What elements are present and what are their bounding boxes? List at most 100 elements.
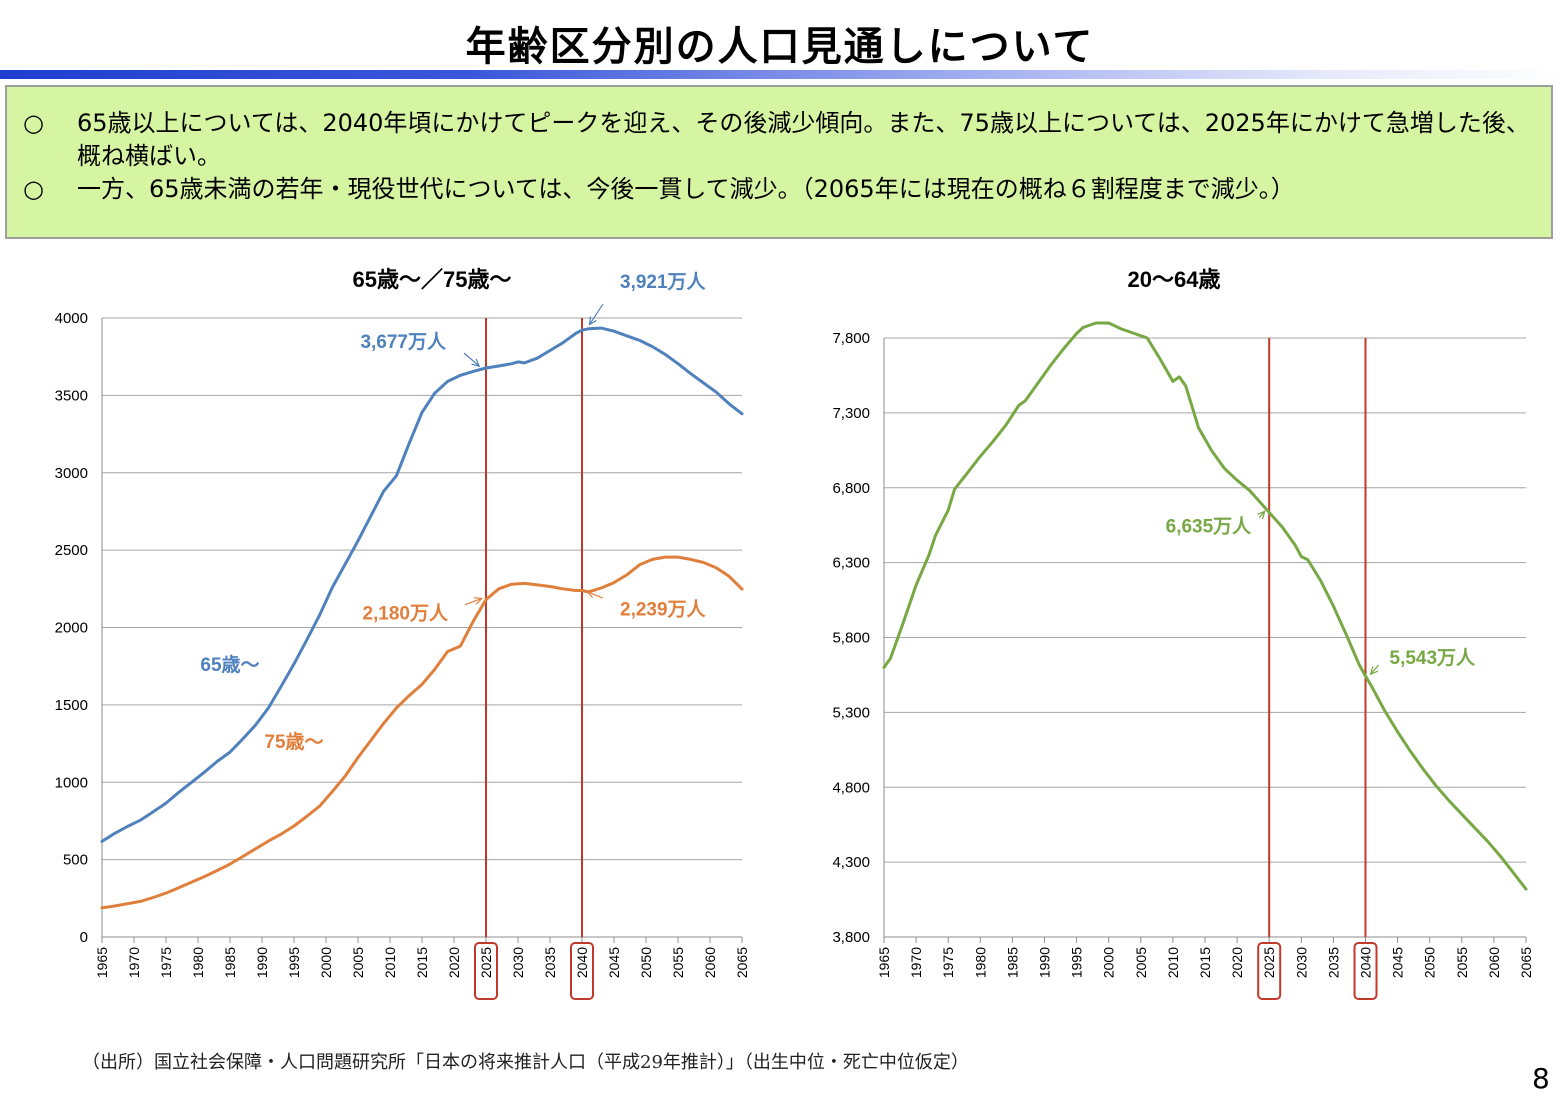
y-tick-label: 2000 <box>55 620 88 637</box>
x-tick-label: 2045 <box>1390 947 1406 978</box>
x-tick-label: 2065 <box>734 947 750 978</box>
y-tick-label: 500 <box>63 852 88 869</box>
summary-box: ○ 65歳以上については、2040年頃にかけてピークを迎え、その後減少傾向。また… <box>5 85 1553 239</box>
x-tick-label: 2065 <box>1518 947 1534 978</box>
y-tick-label: 1500 <box>55 697 88 714</box>
y-tick-label: 5,800 <box>832 630 870 647</box>
annotation-arrow <box>463 352 480 367</box>
annotation-arrowhead <box>585 590 596 599</box>
annotation-arrowhead <box>588 316 597 326</box>
annotation-label: 6,635万人 <box>1166 515 1253 537</box>
y-tick-label: 2500 <box>55 542 88 559</box>
x-tick-label: 2060 <box>1486 947 1502 978</box>
y-tick-label: 3000 <box>55 465 88 482</box>
page-number: 8 <box>1532 1062 1550 1095</box>
chart-elderly-population: 65歳～／75歳～ 0 500 1000 1500 2000 2500 3000 3500 400… <box>55 267 750 1000</box>
chart-title: 65歳～／75歳～ <box>353 267 512 292</box>
x-tick-label: 1990 <box>1037 947 1053 978</box>
x-tick-label: 2055 <box>670 947 686 978</box>
bullet-circle-icon: ○ <box>23 109 44 137</box>
x-tick-label: 2005 <box>350 947 366 978</box>
x-tick-label: 1970 <box>908 947 924 978</box>
x-tick-label: 2000 <box>318 947 334 978</box>
annotation-arrowhead <box>1369 666 1379 676</box>
x-tick-label: 2020 <box>446 947 462 978</box>
annotation-arrow <box>1370 664 1380 675</box>
x-tick-label: 1975 <box>940 947 956 978</box>
x-tick-label: 1980 <box>190 947 206 978</box>
y-tick-label: 3500 <box>55 387 88 404</box>
x-tick-label: 2045 <box>606 947 622 978</box>
annotation-arrow <box>587 591 604 599</box>
highlight-year-box <box>570 942 594 1000</box>
x-tick-label: 1985 <box>1004 947 1020 978</box>
y-tick-label: 6,300 <box>832 555 870 572</box>
annotation-label: 65歳～ <box>200 654 259 676</box>
x-tick-label: 1965 <box>94 947 110 978</box>
x-tick-label: 2020 <box>1229 947 1245 978</box>
x-tick-label: 1990 <box>254 947 270 978</box>
annotation-arrowhead <box>471 358 481 368</box>
x-tick-label: 1980 <box>972 947 988 978</box>
x-tick-label: 2010 <box>1165 947 1181 978</box>
x-tick-label: 1995 <box>1069 947 1085 978</box>
title-underline-bar <box>0 70 1560 79</box>
x-tick-label: 1995 <box>286 947 302 978</box>
x-tick-label: 1985 <box>222 947 238 978</box>
y-tick-label: 7,800 <box>832 330 870 347</box>
highlight-year-box <box>1257 942 1282 1000</box>
annotation-arrow <box>464 597 483 606</box>
y-tick-label: 7,300 <box>832 405 870 422</box>
y-tick-label: 4,800 <box>832 779 870 796</box>
bullet-text: 65歳以上については、2040年頃にかけてピークを迎え、その後減少傾向。また、7… <box>77 109 1530 170</box>
y-tick-label: 4000 <box>55 310 88 327</box>
bullet-item: ○ 65歳以上については、2040年頃にかけてピークを迎え、その後減少傾向。また… <box>23 107 1535 173</box>
annotation-label: 5,543万人 <box>1390 647 1477 669</box>
annotation-label: 75歳～ <box>264 731 323 753</box>
bullet-item: ○ 一方、65歳未満の若年・現役世代については、今後一貫して減少。（2065年に… <box>23 173 1535 206</box>
series-line <box>100 326 744 843</box>
x-tick-label: 2015 <box>414 947 430 978</box>
source-note: （出所）国立社会保障・人口問題研究所「日本の将来推計人口（平成29年推計）」（出… <box>82 1052 969 1073</box>
chart-working-age-population: 20～64歳 3,800 4,300 4,800 5,300 5,800 6,300 6,80… <box>832 267 1534 1000</box>
y-tick-label: 0 <box>80 929 88 946</box>
x-tick-label: 2030 <box>510 947 526 978</box>
bullet-circle-icon: ○ <box>23 175 44 203</box>
series-line <box>882 321 1528 891</box>
annotation-label: 2,180万人 <box>362 603 449 625</box>
annotation-label: 2,239万人 <box>620 599 707 621</box>
x-tick-label: 2010 <box>382 947 398 978</box>
x-tick-label: 2025 <box>478 947 494 978</box>
annotation-label: 3,921万人 <box>620 271 707 293</box>
x-tick-label: 2060 <box>702 947 718 978</box>
x-tick-label: 2000 <box>1101 947 1117 978</box>
x-tick-label: 1965 <box>876 947 892 978</box>
x-tick-label: 1975 <box>158 947 174 978</box>
x-tick-label: 2035 <box>1325 947 1341 978</box>
x-tick-label: 2050 <box>1422 947 1438 978</box>
annotation-arrow <box>588 303 604 325</box>
x-tick-label: 1970 <box>126 947 142 978</box>
y-tick-label: 3,800 <box>832 929 870 946</box>
annotation-label: 3,677万人 <box>360 331 447 353</box>
highlight-year-box <box>474 942 498 1000</box>
x-tick-label: 2050 <box>638 947 654 978</box>
x-tick-label: 2055 <box>1454 947 1470 978</box>
page-title: 年齢区分別の人口見通しについて <box>465 24 1095 70</box>
x-tick-label: 2040 <box>574 947 590 978</box>
x-tick-label: 2035 <box>542 947 558 978</box>
annotation-arrowhead <box>1257 510 1266 520</box>
x-tick-label: 2040 <box>1358 947 1374 978</box>
x-tick-label: 2005 <box>1133 947 1149 978</box>
x-tick-label: 2030 <box>1293 947 1309 978</box>
bullet-text: 一方、65歳未満の若年・現役世代については、今後一貫して減少。（2065年には現… <box>77 175 1295 203</box>
x-tick-label: 2025 <box>1261 947 1277 978</box>
series-line <box>100 555 744 910</box>
x-tick-label: 2015 <box>1197 947 1213 978</box>
y-tick-label: 1000 <box>55 774 88 791</box>
y-tick-label: 4,300 <box>832 854 870 871</box>
highlight-year-box <box>1353 942 1378 1000</box>
y-tick-label: 6,800 <box>832 480 870 497</box>
annotation-arrowhead <box>473 597 484 605</box>
y-tick-label: 5,300 <box>832 704 870 721</box>
